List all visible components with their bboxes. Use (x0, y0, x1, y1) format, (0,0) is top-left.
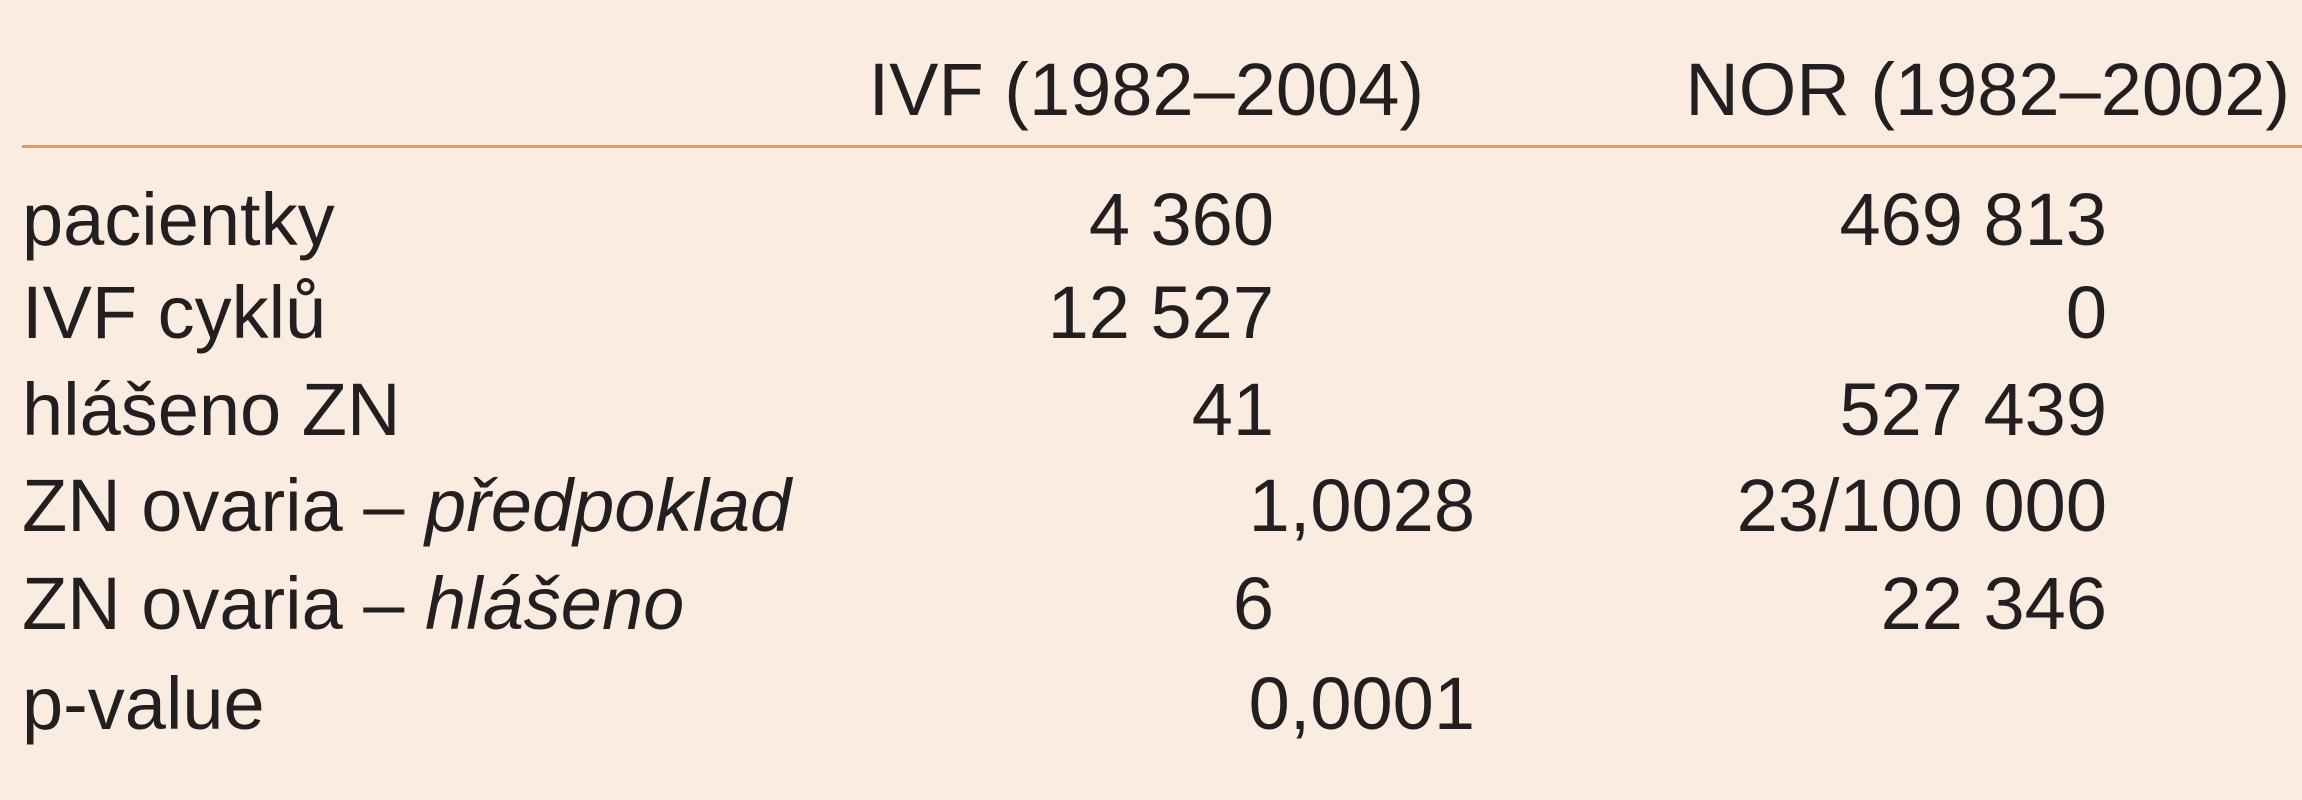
column-header: NOR (1982–2002) (1685, 48, 2290, 131)
table-cell: 22 346 (1880, 562, 2107, 645)
row-label: pacientky (22, 183, 335, 257)
table-cell: 12 527 (1047, 271, 1274, 354)
table-cell: 0 (2065, 271, 2107, 354)
row-label-italic: předpoklad (425, 464, 792, 547)
row-label: hlášeno ZN (22, 373, 400, 447)
row-label: p-value (22, 667, 265, 741)
row-label: ZN ovaria – hlášeno (22, 567, 684, 641)
table-cell: 527 439 (1839, 368, 2108, 451)
header-rule (22, 145, 2302, 148)
row-label-text: hlášeno ZN (22, 368, 401, 451)
table-cell: 6 (1232, 562, 1274, 645)
row-label: IVF cyklů (22, 276, 326, 350)
row-label-text: pacientky (22, 178, 335, 261)
table-cell: 41 (1191, 368, 1274, 451)
row-label-text: ZN ovaria – (22, 562, 426, 645)
table-cell: 469 813 (1839, 178, 2108, 261)
table-cell: 1,0028 (1248, 464, 1475, 547)
row-label-text: IVF cyklů (22, 271, 327, 354)
row-label-italic: hlášeno (425, 562, 685, 645)
table-cell: 0,0001 (1248, 662, 1475, 745)
row-label-text: p-value (22, 662, 265, 745)
table-cell: 4 360 (1088, 178, 1274, 261)
column-header: IVF (1982–2004) (868, 48, 1424, 131)
row-label-text: ZN ovaria – (22, 464, 426, 547)
row-label: ZN ovaria – předpoklad (22, 469, 791, 543)
table-cell: 23/100 000 (1736, 464, 2107, 547)
